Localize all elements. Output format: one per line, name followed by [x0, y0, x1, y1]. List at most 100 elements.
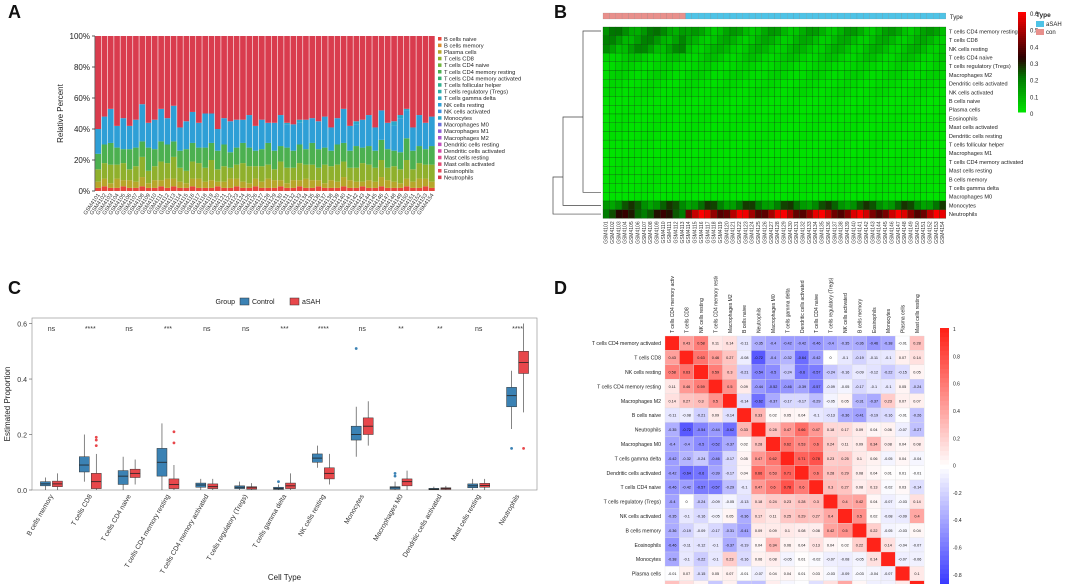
heat-cell — [666, 157, 673, 167]
corr-value: -0.42 — [668, 457, 677, 461]
heat-cell — [869, 35, 877, 45]
row-label: Monocytes — [636, 557, 661, 563]
heat-cell — [729, 87, 737, 97]
heat-cell — [831, 174, 839, 184]
heat-cell — [704, 105, 712, 115]
heat-cell — [780, 183, 788, 193]
corr-value: -0.31 — [855, 399, 864, 403]
heat-cell — [831, 26, 839, 36]
legend-swatch — [438, 63, 442, 67]
heat-cell — [901, 87, 908, 97]
corr-value: 0.04 — [913, 529, 920, 533]
legend-title: Type — [1036, 12, 1051, 19]
heat-cell — [621, 44, 629, 54]
heat-cell — [869, 61, 877, 71]
column-label: GSM4108 — [648, 221, 654, 244]
heat-cell — [672, 183, 680, 193]
corr-value: -0.32 — [682, 457, 691, 461]
heat-cell — [691, 87, 699, 97]
corr-value: -0.36 — [841, 414, 850, 418]
corr-value: -0.12 — [869, 371, 878, 375]
column-label: GSM4112 — [674, 221, 680, 243]
heat-cell — [812, 52, 820, 62]
bar-segment-b-cells-naive — [170, 186, 177, 191]
heat-cell — [691, 131, 699, 141]
corr-value: 0.27 — [726, 356, 733, 360]
row-label: B cells memory — [626, 528, 662, 534]
row-label: NK cells resting — [625, 370, 661, 376]
heat-cell — [647, 79, 654, 89]
heat-cell — [780, 139, 788, 149]
row-label: NK cells resting — [949, 47, 988, 53]
bar-segment-b-cells-naive — [227, 187, 234, 191]
corr-cell — [693, 364, 709, 380]
bar-segment-b-cells-naive — [246, 187, 253, 191]
corr-value: 0.66 — [755, 471, 762, 475]
heat-cell — [799, 105, 807, 115]
legend-swatch — [438, 155, 442, 160]
heat-cell — [926, 79, 934, 89]
bar-segment-b-cells-naive — [183, 187, 190, 191]
scale-cell — [940, 350, 949, 356]
heat-cell — [621, 70, 629, 80]
column-label: GSM4134 — [813, 221, 819, 244]
bar-segment-nk-cells-resting — [397, 118, 404, 153]
heat-cell — [672, 200, 680, 210]
heat-cell — [723, 70, 731, 80]
row-label: NK cells activated — [949, 90, 993, 96]
heat-cell — [806, 113, 813, 123]
corr-value: 0.47 — [813, 428, 820, 432]
heat-cell — [660, 70, 667, 80]
heat-cell — [888, 174, 896, 184]
bar-segment-t-cells-cd4-memory-resting — [315, 149, 322, 168]
scale-cell — [940, 537, 949, 543]
corr-value: -0.11 — [682, 543, 690, 547]
heat-cell — [729, 157, 737, 167]
heat-cell — [825, 87, 832, 97]
heat-cell — [831, 148, 839, 158]
heat-cell — [748, 139, 756, 149]
heat-cell — [660, 79, 667, 89]
corr-value: 0.08 — [856, 471, 863, 475]
corr-cell — [909, 580, 925, 584]
bar-segment-b-cells-naive — [290, 187, 297, 191]
heat-cell — [647, 113, 654, 123]
heat-cell — [679, 139, 686, 149]
heat-cell — [685, 131, 693, 141]
heat-cell — [850, 52, 858, 62]
corr-value: 0.42 — [827, 529, 834, 533]
heat-cell — [933, 105, 940, 115]
type-cell — [780, 12, 788, 20]
heat-cell — [793, 35, 800, 45]
corr-value: -0.36 — [740, 515, 749, 519]
bar-segment-t-cells-cd4-memory-resting — [227, 152, 234, 168]
type-cell — [837, 12, 845, 20]
heat-cell — [704, 79, 712, 89]
corr-value: -0.38 — [668, 558, 677, 562]
heat-cell — [691, 113, 699, 123]
heat-cell — [736, 79, 743, 89]
scale-cell — [940, 405, 949, 411]
corr-value: 0.04 — [798, 414, 805, 418]
row-label: Neutrophils — [949, 212, 977, 218]
heat-cell — [831, 113, 839, 123]
heat-cell — [653, 157, 661, 167]
corr-value: 0.05 — [712, 572, 719, 576]
bar-segment-plasma-cells — [114, 178, 120, 188]
heat-cell — [634, 209, 642, 219]
heat-cell — [907, 96, 915, 106]
dendrogram — [552, 30, 601, 215]
bar-segment-t-cells-cd4-memory-resting — [429, 146, 435, 165]
corr-value: -0.37 — [769, 399, 778, 403]
bar-segment-b-cells-naive — [328, 187, 334, 191]
heat-cell — [717, 131, 724, 141]
heat-cell — [831, 87, 839, 97]
column-label: GSM4139 — [845, 221, 851, 244]
column-label: T cells CD4 memory activated — [670, 276, 676, 333]
heat-cell — [767, 174, 775, 184]
heat-cell — [888, 79, 896, 89]
scale-cell — [940, 460, 949, 466]
heat-cell — [888, 70, 896, 80]
heat-cell — [704, 44, 712, 54]
bar-segment-t-cells-cd8 — [177, 167, 183, 182]
